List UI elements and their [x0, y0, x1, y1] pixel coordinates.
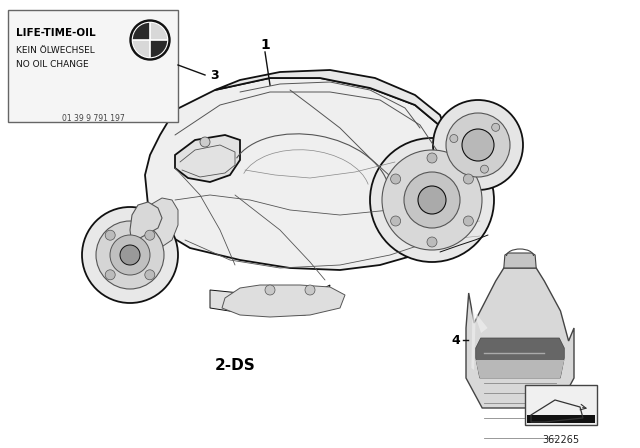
- Circle shape: [96, 221, 164, 289]
- Circle shape: [427, 237, 437, 247]
- Circle shape: [390, 174, 401, 184]
- Text: 362265: 362265: [543, 435, 580, 445]
- Text: 01 39 9 791 197: 01 39 9 791 197: [61, 114, 124, 123]
- Polygon shape: [504, 253, 536, 268]
- Circle shape: [132, 22, 168, 58]
- Text: 2-DS: 2-DS: [214, 358, 255, 372]
- Circle shape: [145, 230, 155, 240]
- Circle shape: [404, 172, 460, 228]
- FancyBboxPatch shape: [527, 415, 595, 423]
- Polygon shape: [472, 308, 488, 370]
- Polygon shape: [466, 268, 574, 408]
- Circle shape: [105, 230, 115, 240]
- Polygon shape: [215, 70, 450, 140]
- Polygon shape: [476, 360, 564, 378]
- Polygon shape: [476, 338, 564, 378]
- Circle shape: [492, 123, 500, 131]
- Circle shape: [390, 216, 401, 226]
- Circle shape: [427, 153, 437, 163]
- Polygon shape: [130, 202, 162, 245]
- Polygon shape: [145, 78, 460, 270]
- Circle shape: [382, 150, 482, 250]
- Circle shape: [110, 235, 150, 275]
- Circle shape: [370, 138, 494, 262]
- Text: NO OIL CHANGE: NO OIL CHANGE: [16, 60, 88, 69]
- Circle shape: [418, 186, 446, 214]
- Circle shape: [200, 137, 210, 147]
- Text: 3: 3: [210, 69, 219, 82]
- Text: 4: 4: [451, 333, 460, 346]
- Wedge shape: [133, 40, 150, 57]
- Circle shape: [305, 285, 315, 295]
- Polygon shape: [210, 285, 330, 315]
- Circle shape: [130, 20, 170, 60]
- Text: KEIN ÖLWECHSEL: KEIN ÖLWECHSEL: [16, 46, 95, 55]
- Circle shape: [433, 100, 523, 190]
- Wedge shape: [133, 23, 150, 40]
- Circle shape: [105, 270, 115, 280]
- Text: 1: 1: [260, 38, 270, 52]
- FancyBboxPatch shape: [525, 385, 597, 425]
- Polygon shape: [142, 198, 178, 248]
- Wedge shape: [150, 40, 167, 57]
- Polygon shape: [175, 135, 240, 182]
- Circle shape: [463, 174, 474, 184]
- Polygon shape: [222, 285, 345, 317]
- Wedge shape: [150, 23, 167, 40]
- Circle shape: [450, 134, 458, 142]
- FancyBboxPatch shape: [8, 10, 178, 122]
- Circle shape: [145, 270, 155, 280]
- Circle shape: [462, 129, 494, 161]
- Text: LIFE-TIME-OIL: LIFE-TIME-OIL: [16, 28, 95, 38]
- Circle shape: [120, 245, 140, 265]
- Circle shape: [446, 113, 510, 177]
- Circle shape: [265, 285, 275, 295]
- Circle shape: [481, 165, 488, 173]
- Circle shape: [82, 207, 178, 303]
- Circle shape: [463, 216, 474, 226]
